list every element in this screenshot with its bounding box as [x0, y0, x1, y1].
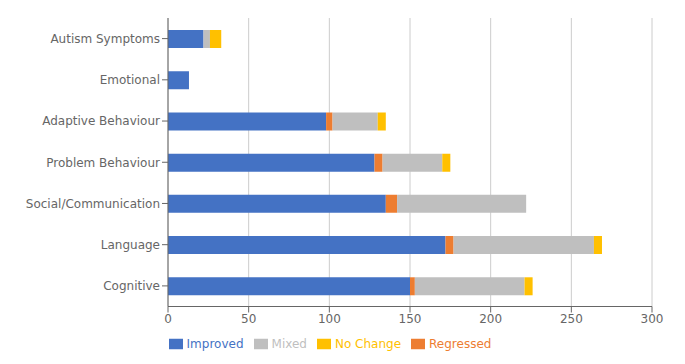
svg-text:Problem Behaviour: Problem Behaviour [46, 156, 160, 170]
html-text:Improved: Improved [186, 336, 244, 351]
svg-text:50: 50 [241, 312, 256, 326]
svg-text:200: 200 [479, 312, 502, 326]
svg-text:100: 100 [318, 312, 341, 326]
svg-text:Cognitive: Cognitive [103, 279, 160, 293]
html-text:Regressed: Regressed [429, 336, 492, 351]
svg-text:300: 300 [641, 312, 664, 326]
svg-text:Language: Language [101, 238, 160, 252]
svg-text:Adaptive Behaviour: Adaptive Behaviour [42, 114, 160, 128]
html-text:No Change: No Change [335, 336, 401, 351]
svg-text:Social/Communication: Social/Communication [26, 197, 160, 211]
svg-text:Emotional: Emotional [100, 73, 160, 87]
svg-text:0: 0 [164, 312, 172, 326]
svg-text:250: 250 [560, 312, 583, 326]
svg-text:Autism Symptoms: Autism Symptoms [50, 32, 160, 46]
svg-text:150: 150 [399, 312, 422, 326]
html-text:Mixed: Mixed [271, 336, 307, 351]
